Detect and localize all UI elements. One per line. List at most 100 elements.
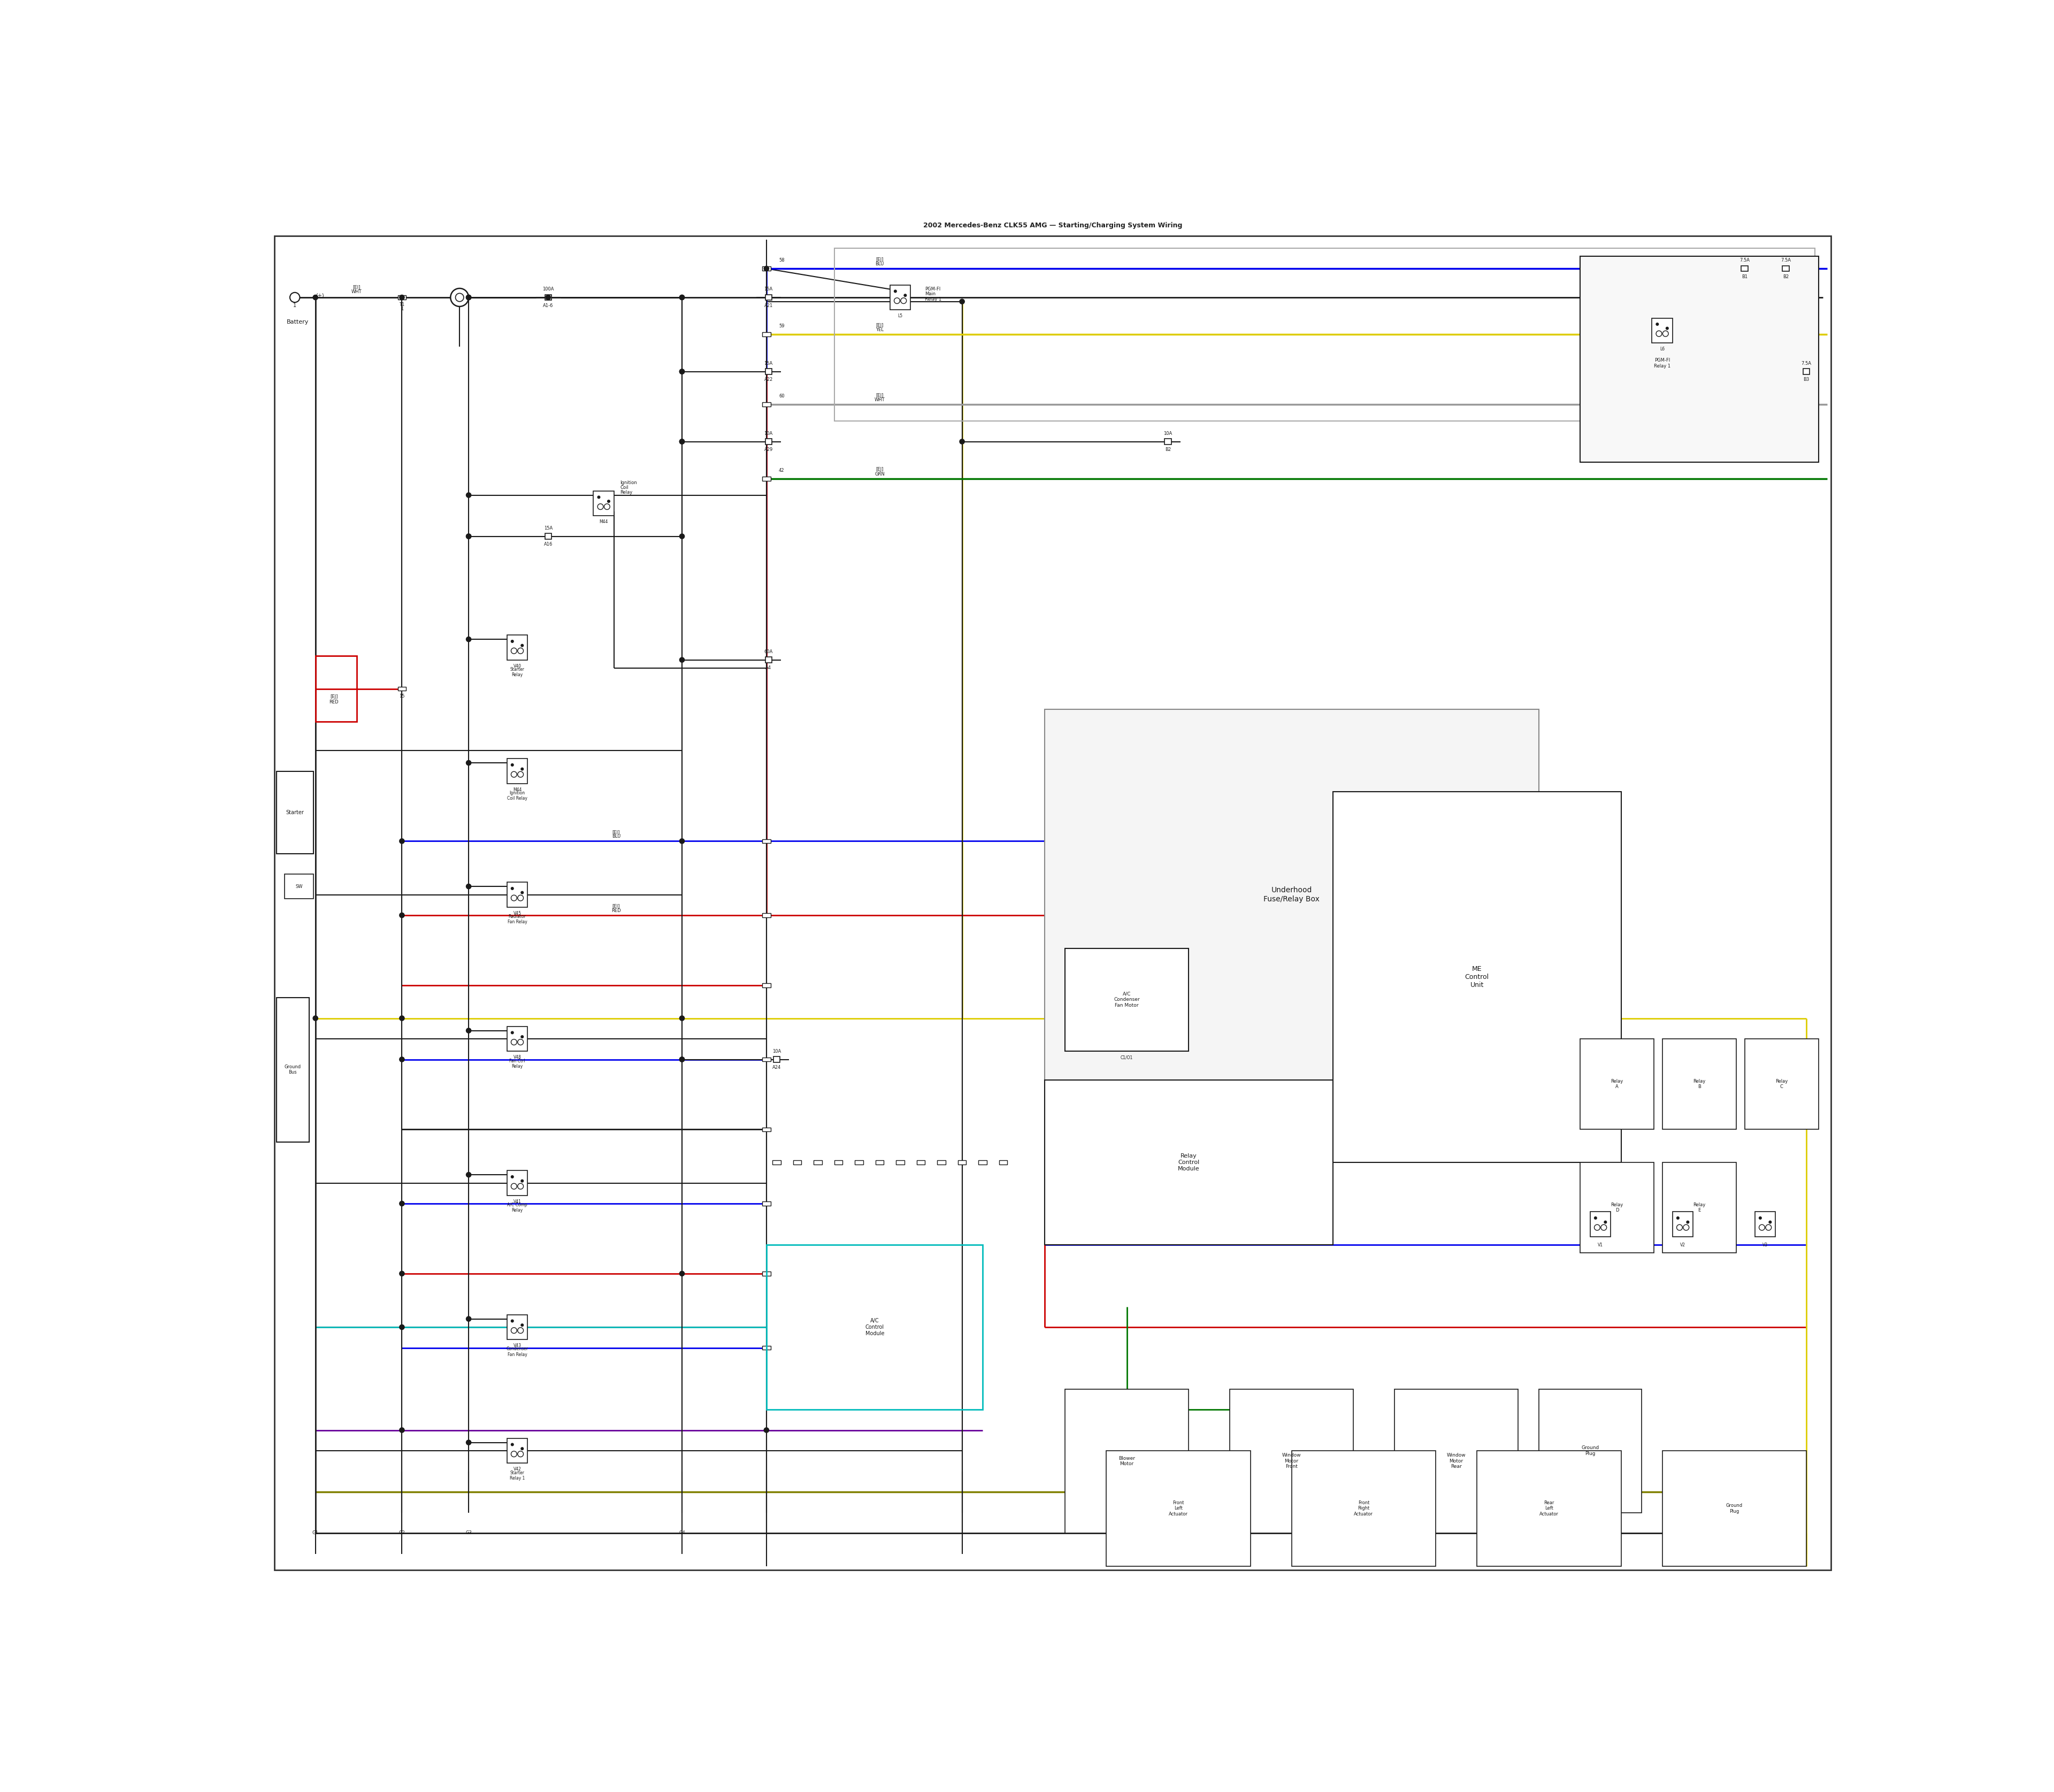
Circle shape xyxy=(511,1319,514,1322)
Circle shape xyxy=(1656,323,1658,326)
Text: 10A: 10A xyxy=(1165,432,1173,435)
Text: 7.5A: 7.5A xyxy=(1740,258,1750,263)
Text: C1/O1: C1/O1 xyxy=(1121,1055,1134,1059)
Text: V43: V43 xyxy=(514,1344,522,1348)
Circle shape xyxy=(522,1324,524,1326)
Text: Window
Motor
Rear: Window Motor Rear xyxy=(1446,1453,1467,1469)
Circle shape xyxy=(312,296,318,299)
Bar xyxy=(766,1245,982,1410)
Circle shape xyxy=(893,290,898,292)
Circle shape xyxy=(680,296,684,299)
Circle shape xyxy=(1594,1224,1600,1231)
Circle shape xyxy=(398,912,405,918)
Bar xyxy=(1043,710,1538,1081)
Bar xyxy=(793,1161,801,1165)
Bar xyxy=(875,1161,883,1165)
Text: 100A: 100A xyxy=(542,287,555,292)
Bar xyxy=(1043,1081,1333,1245)
Text: A22: A22 xyxy=(764,378,772,382)
Text: Relay
A: Relay A xyxy=(1610,1079,1623,1090)
Circle shape xyxy=(764,1428,768,1432)
Circle shape xyxy=(466,296,470,299)
Circle shape xyxy=(511,772,518,778)
Circle shape xyxy=(1682,1224,1688,1231)
Bar xyxy=(1672,1211,1692,1236)
Circle shape xyxy=(1600,1224,1606,1231)
Text: V48: V48 xyxy=(514,1055,522,1059)
Text: [EJ]: [EJ] xyxy=(331,695,337,699)
Bar xyxy=(1165,439,1171,444)
Bar xyxy=(1477,1452,1621,1566)
Circle shape xyxy=(959,439,965,444)
Bar xyxy=(1742,265,1748,271)
Text: V1: V1 xyxy=(1598,1242,1602,1247)
Bar xyxy=(889,285,910,310)
Bar xyxy=(854,1161,863,1165)
Circle shape xyxy=(598,504,604,509)
Circle shape xyxy=(511,1032,514,1034)
Bar xyxy=(834,1161,842,1165)
Text: G1: G1 xyxy=(312,1530,318,1536)
Circle shape xyxy=(608,500,610,502)
Text: [EI]: [EI] xyxy=(612,830,620,835)
Text: A1-6: A1-6 xyxy=(542,303,553,308)
Circle shape xyxy=(466,1172,470,1177)
Text: RED: RED xyxy=(612,909,620,914)
Text: YEL: YEL xyxy=(875,328,883,332)
Circle shape xyxy=(902,297,906,303)
Text: A16: A16 xyxy=(544,543,553,547)
Text: L5: L5 xyxy=(898,314,902,319)
Circle shape xyxy=(1662,332,1668,337)
Text: Ground
Plug: Ground Plug xyxy=(1582,1446,1600,1455)
Circle shape xyxy=(1604,1220,1606,1224)
Circle shape xyxy=(680,369,684,375)
Circle shape xyxy=(604,504,610,509)
Bar xyxy=(316,656,357,722)
Circle shape xyxy=(466,636,470,642)
Circle shape xyxy=(680,1057,684,1063)
Text: A29: A29 xyxy=(764,448,772,452)
Text: WHT: WHT xyxy=(875,398,885,403)
Text: Relay 1: Relay 1 xyxy=(924,297,941,301)
Text: 15A: 15A xyxy=(764,287,772,292)
Circle shape xyxy=(466,296,470,299)
Text: A4: A4 xyxy=(766,665,772,670)
Circle shape xyxy=(398,296,405,299)
Bar xyxy=(1580,1039,1653,1129)
Circle shape xyxy=(959,299,965,305)
Bar xyxy=(507,1027,528,1052)
Bar xyxy=(277,998,310,1142)
Circle shape xyxy=(893,297,900,303)
Text: 15A: 15A xyxy=(544,525,553,530)
Bar xyxy=(762,1201,770,1206)
Text: A/C Comp
Relay: A/C Comp Relay xyxy=(507,1202,528,1213)
Circle shape xyxy=(398,1428,405,1432)
Circle shape xyxy=(466,1029,470,1032)
Text: Ignition: Ignition xyxy=(620,480,637,486)
Bar xyxy=(594,491,614,516)
Circle shape xyxy=(466,493,470,498)
Text: Window
Motor
Front: Window Motor Front xyxy=(1282,1453,1300,1469)
Text: BLU: BLU xyxy=(875,262,883,267)
Bar xyxy=(896,1161,904,1165)
Circle shape xyxy=(398,1201,405,1206)
Bar xyxy=(398,686,407,690)
Bar xyxy=(834,247,1814,421)
Text: T1: T1 xyxy=(398,303,405,306)
Text: B1: B1 xyxy=(1742,274,1748,280)
Circle shape xyxy=(466,534,470,539)
Circle shape xyxy=(680,534,684,539)
Bar xyxy=(772,1161,781,1165)
Circle shape xyxy=(1676,1224,1682,1231)
Bar xyxy=(1590,1211,1610,1236)
Text: [EI]: [EI] xyxy=(353,285,359,290)
Text: V40: V40 xyxy=(514,663,522,668)
Bar xyxy=(813,1161,822,1165)
Text: M44: M44 xyxy=(600,520,608,525)
Circle shape xyxy=(1656,332,1662,337)
Circle shape xyxy=(290,292,300,303)
Circle shape xyxy=(764,267,768,271)
Circle shape xyxy=(1758,1224,1764,1231)
Bar xyxy=(998,1161,1006,1165)
Circle shape xyxy=(398,1016,405,1021)
